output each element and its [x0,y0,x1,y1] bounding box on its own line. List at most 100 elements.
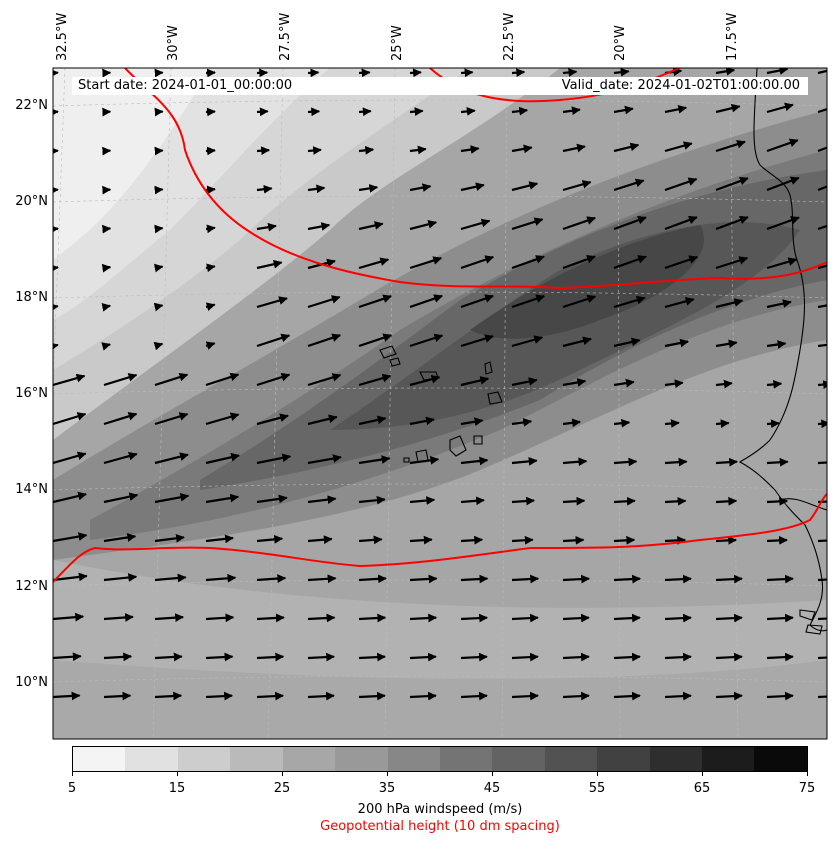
wind-arrow [256,296,288,309]
wind-arrow [817,304,827,309]
colorbar-swatch [649,747,703,771]
wind-arrow [664,379,684,389]
wind-arrow [205,68,216,78]
colorbar-swatch [597,747,650,771]
wind-arrow [511,294,546,309]
wind-arrow [664,141,693,153]
wind-arrow [715,652,743,662]
wind-arrow [460,691,488,701]
wind-arrow [715,140,746,153]
wind-arrow [103,492,139,504]
start-date-label: Start date: 2024-01-01_00:00:00 [78,78,293,93]
wind-arrow [307,454,342,465]
wind-arrow [409,652,437,662]
wind-arrow [103,451,138,465]
wind-arrow [817,69,827,75]
colorbar-swatch [754,747,807,771]
wind-arrow [256,453,292,465]
windspeed-field [53,68,827,739]
wind-arrow [766,216,800,231]
wind-arrow [562,652,590,662]
wind-arrow [256,333,291,348]
wind-arrow [205,341,216,350]
wind-arrow [613,691,641,701]
wind-arrow [613,295,646,309]
colorbar-tick-mark [702,772,703,776]
wind-arrow [358,221,384,231]
wind-arrow [817,380,827,389]
wind-arrow [154,573,187,583]
lon-label-25w: 25°W [390,25,405,61]
wind-arrow [715,256,749,270]
wind-arrow [664,496,687,506]
wind-arrow [205,652,234,662]
wind-arrow [817,185,827,192]
wind-arrow [53,451,87,465]
wind-arrow [613,378,635,388]
wind-arrow [409,256,443,270]
wind-arrow [613,418,631,428]
wind-arrow [715,339,738,349]
wind-arrow [766,419,780,429]
wind-arrow [460,652,488,662]
wind-arrow [613,496,636,506]
wind-arrow [664,613,692,623]
wind-arrow [409,294,443,309]
wind-arrow [613,652,641,662]
wind-arrow [511,255,545,270]
wind-arrow [256,372,291,387]
wind-arrow [664,215,698,231]
wind-arrow [562,255,596,270]
wind-arrow [53,342,59,351]
wind-arrow [358,107,372,117]
wind-arrow [307,495,337,505]
wind-arrow [460,255,495,270]
wind-arrow [715,379,733,389]
wind-arrow [460,376,490,387]
wind-arrow [154,372,189,387]
wind-arrow [205,372,240,387]
wind-arrow [511,652,539,662]
lat-label-12n: 12°N [15,579,48,594]
wind-arrow [205,263,216,273]
wind-arrow [664,177,698,192]
colorbar-swatch [702,747,755,771]
wind-arrow [511,144,533,154]
wind-arrow [409,574,438,584]
wind-arrow [307,222,331,231]
wind-arrow [409,691,437,701]
wind-arrow [154,224,164,234]
colorbar-swatch [73,747,126,771]
wind-arrow [256,652,285,662]
wind-arrow [103,533,137,543]
colorbar-tick-mark [807,772,808,776]
wind-arrow [358,257,390,270]
wind-arrow [766,691,794,701]
wind-arrow [358,613,387,623]
wind-arrow [205,302,216,311]
lat-label-18n: 18°N [15,290,48,305]
wind-arrow [715,457,738,467]
wind-arrow [664,419,680,428]
wind-arrow [715,68,736,76]
colorbar-tick-mark [492,772,493,776]
wind-arrow [154,412,189,426]
wind-arrow [817,146,827,153]
wind-arrow [409,145,427,155]
wind-arrow [562,336,592,348]
wind-arrow [817,224,827,231]
wind-arrow [562,613,590,623]
wind-arrow [460,334,494,348]
colorbar-tick-25: 25 [273,781,291,796]
wind-arrow [205,534,234,544]
wind-arrow [511,613,539,623]
map-frame [52,67,828,740]
wind-arrow [409,613,438,623]
lon-label-27-5w: 27.5°W [278,12,293,61]
colorbar-tick-35: 35 [378,781,396,796]
wind-arrow [205,691,233,701]
wind-arrow [53,691,81,701]
wind-arrow [817,419,827,429]
colorbar-label: 200 hPa windspeed (m/s) [357,802,523,817]
wind-arrow [664,297,695,309]
